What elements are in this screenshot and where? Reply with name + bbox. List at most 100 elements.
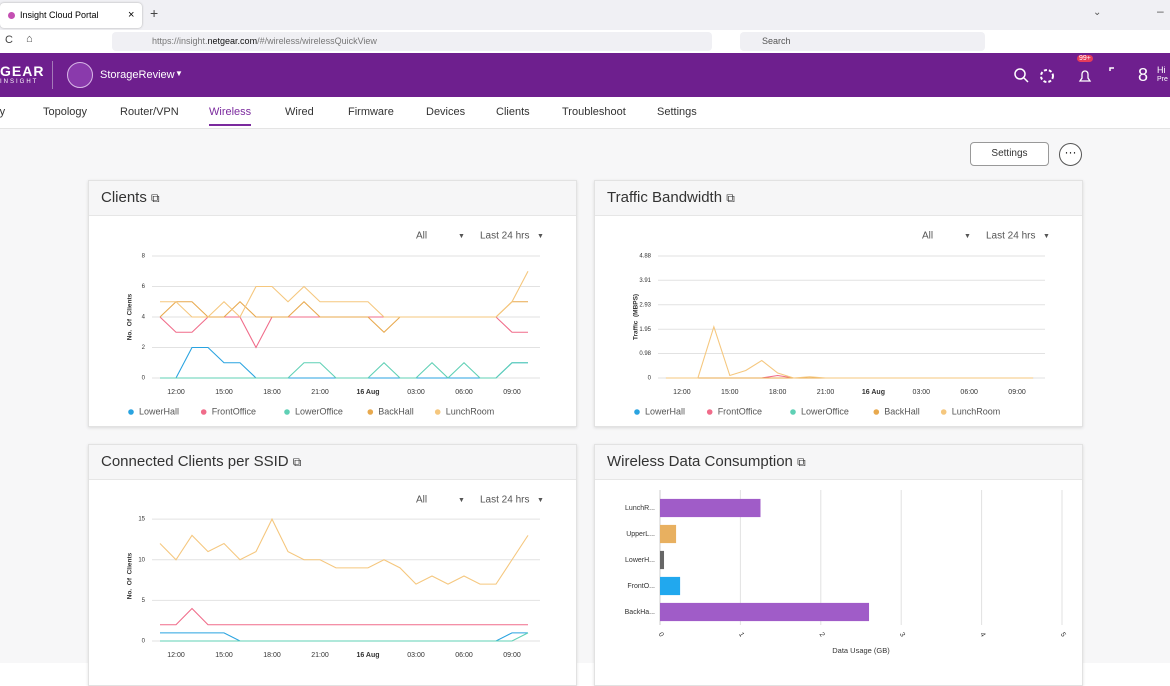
open-icon[interactable]: ⧉ (292, 455, 302, 469)
open-icon[interactable]: ⧉ (726, 191, 735, 205)
series-line (160, 270, 529, 318)
search-placeholder: Search (762, 36, 791, 46)
fullscreen-icon[interactable] (1109, 67, 1120, 71)
y-tick-label: BackHa... (625, 609, 655, 616)
legend-marker (284, 409, 290, 415)
reload[interactable]: C (5, 34, 13, 46)
x-tick-label: 03:00 (913, 389, 931, 396)
charts: All ▼ Last 24 hrs ▼ 0 2 4 6 8 12:00 15:00 18:00 21:0… (127, 231, 1067, 659)
x-tick-label: 15:00 (721, 389, 739, 396)
x-tick-label: 09:00 (503, 389, 521, 396)
y-tick-label: 0 (142, 639, 146, 645)
panel: Connected Clients per SSID ⧉ (88, 444, 577, 686)
bar (660, 550, 665, 570)
filter[interactable]: All (416, 495, 427, 506)
url-domain: netgear.com (207, 36, 258, 46)
user-icon[interactable]: 8 (1138, 65, 1149, 85)
logo: GEAR (0, 63, 45, 79)
x-tick-label: 15:00 (215, 652, 233, 659)
legend-marker (790, 409, 796, 415)
y-tick-label: 8 (142, 254, 146, 260)
bar (660, 602, 870, 622)
nav-item[interactable]: Clients (496, 106, 530, 118)
bar (660, 524, 677, 544)
y-tick-label: 0 (648, 376, 652, 382)
divider (52, 61, 53, 89)
filter[interactable]: All (922, 231, 933, 242)
panel-header: Traffic Bandwidth ⧉ (595, 181, 1082, 216)
nav-item[interactable]: ry (0, 106, 6, 118)
y-axis-label: No. Of Clients (127, 552, 134, 599)
y-tick-label: FrontO... (627, 583, 655, 590)
search-field[interactable]: Search (740, 32, 985, 51)
x-tick-label: 06:00 (455, 389, 473, 396)
series-line (665, 324, 1034, 379)
range-filter[interactable]: Last 24 hrs (986, 231, 1035, 242)
series-line (159, 316, 528, 349)
panel: Clients ⧉ (88, 180, 577, 427)
new-tab[interactable]: + (150, 5, 159, 21)
y-tick-label: 0.98 (639, 351, 651, 357)
favicon (8, 12, 15, 19)
minimize[interactable]: – (1157, 4, 1164, 18)
series-line (160, 632, 529, 642)
legend-marker (873, 409, 880, 415)
user-greeting: Hi (1157, 65, 1166, 75)
y-tick-label: 2 (142, 345, 146, 351)
panel-title: Connected Clients per SSID (101, 453, 289, 470)
browser-tab[interactable]: Insight Cloud Portal × (0, 3, 142, 28)
bar (660, 498, 761, 518)
nav-item[interactable]: Devices (426, 106, 466, 118)
y-tick-label: 6 (142, 284, 146, 290)
legend-label: FrontOffice (718, 406, 762, 416)
range-caret: ▼ (1043, 233, 1050, 240)
filter[interactable]: All (416, 231, 427, 242)
search-icon[interactable] (1014, 68, 1026, 80)
more-button[interactable]: ··· (1059, 143, 1082, 166)
x-tick-label: 03:00 (407, 389, 425, 396)
tab-list[interactable]: ⌄ (1093, 7, 1102, 18)
x-tick-label: 3 (898, 631, 906, 638)
panel-header: Connected Clients per SSID ⧉ (89, 445, 576, 480)
nav-item[interactable]: Wired (285, 106, 314, 118)
y-tick-label: 2.93 (639, 302, 651, 308)
tab-close[interactable]: × (128, 9, 135, 21)
open-icon[interactable]: ⧉ (151, 191, 160, 205)
range-filter[interactable]: Last 24 hrs (480, 231, 529, 242)
nav-item[interactable]: Router/VPN (120, 106, 179, 118)
org-name[interactable]: StorageReview (100, 69, 175, 81)
legend-marker (128, 409, 134, 415)
x-tick-label: 5 (1059, 631, 1067, 638)
x-tick-label: 1 (737, 631, 745, 638)
y-tick-label: 4.88 (639, 254, 651, 260)
x-axis-label: Data Usage (GB) (832, 646, 890, 655)
nav-item[interactable]: Topology (43, 106, 88, 118)
x-tick-label: 06:00 (455, 652, 473, 659)
gear-icon[interactable] (1040, 69, 1054, 83)
org-caret[interactable]: ▼ (175, 69, 183, 78)
settings-button[interactable]: Settings (970, 142, 1049, 166)
x-tick-label: 16 Aug (862, 389, 885, 396)
url-field[interactable]: https://insight.netgear.com/#/wireless/w… (112, 32, 712, 51)
nav-item[interactable]: Settings (657, 106, 697, 118)
open-icon[interactable]: ⧉ (797, 455, 806, 469)
y-tick-label: LunchR... (625, 505, 655, 512)
x-tick-label: 09:00 (1008, 389, 1026, 396)
nav-item[interactable]: Wireless (209, 106, 252, 126)
legend-label: BackHall (884, 406, 920, 416)
home[interactable]: ⌂ (26, 33, 33, 45)
tab-bar: Insight Cloud Portal × + ⌄ – (0, 0, 1170, 30)
series-line (160, 607, 528, 626)
legend-marker (367, 409, 374, 415)
x-tick-label: 18:00 (263, 389, 281, 396)
search-icon-handle (1023, 77, 1029, 83)
y-axis-label: No. Of Clients (127, 293, 134, 340)
bar (660, 576, 681, 596)
legend-marker (634, 409, 640, 415)
range-filter[interactable]: Last 24 hrs (480, 495, 529, 506)
nav-item[interactable]: Troubleshoot (562, 106, 626, 118)
nav-item[interactable]: Firmware (348, 106, 394, 118)
bell-icon[interactable] (1078, 70, 1092, 82)
y-tick-label: 5 (142, 598, 146, 604)
y-tick-label: 4 (142, 315, 146, 321)
